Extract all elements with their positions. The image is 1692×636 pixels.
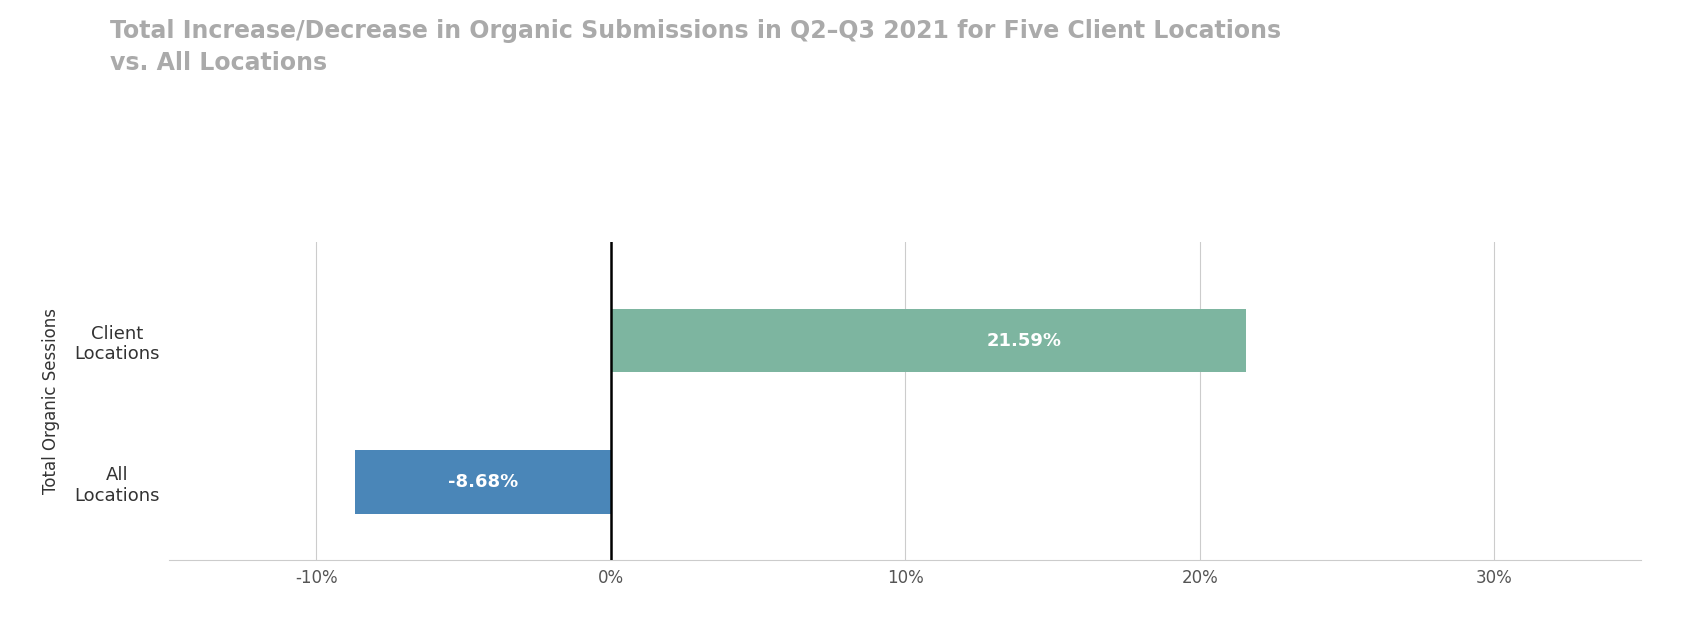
Text: 21.59%: 21.59% (986, 331, 1061, 350)
Bar (355, 450, 611, 514)
Text: -8.68%: -8.68% (448, 473, 518, 491)
Y-axis label: Total Organic Sessions: Total Organic Sessions (42, 308, 61, 494)
Text: Total Increase/Decrease in Organic Submissions in Q2–Q3 2021 for Five Client Loc: Total Increase/Decrease in Organic Submi… (110, 19, 1281, 74)
Bar (611, 309, 1247, 373)
